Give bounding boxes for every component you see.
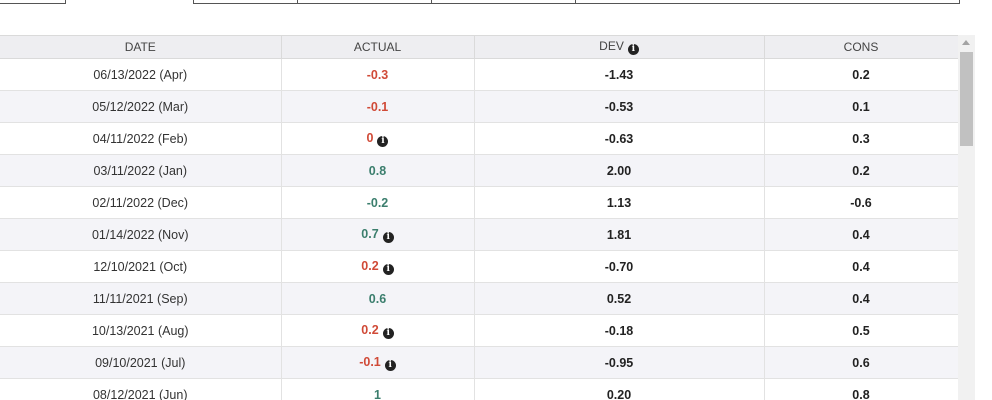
cell-actual: -0.1 i xyxy=(281,346,475,379)
info-icon[interactable]: i xyxy=(382,231,394,243)
table-row[interactable]: 05/12/2022 (Mar) -0.1 -0.53 0.1 xyxy=(0,90,958,123)
cell-date: 06/13/2022 (Apr) xyxy=(0,58,282,91)
cell-dev: 1.81 xyxy=(474,218,765,251)
actual-value: -0.2 xyxy=(366,195,389,210)
cell-cons: 0.2 xyxy=(764,58,958,91)
cell-cons: 0.8 xyxy=(764,378,958,400)
cell-cons: 0.4 xyxy=(764,250,958,283)
table-row[interactable]: 03/11/2022 (Jan) 0.8 2.00 0.2 xyxy=(0,154,958,187)
cell-date: 11/11/2021 (Sep) xyxy=(0,282,282,315)
table-row[interactable]: 01/14/2022 (Nov) 0.7 i 1.81 0.4 xyxy=(0,218,958,251)
cell-cons: 0.2 xyxy=(764,154,958,187)
actual-value: 0.7 xyxy=(361,226,379,241)
top-controls-strip xyxy=(0,0,992,34)
cell-dev: -0.53 xyxy=(474,90,765,123)
cell-actual: 0.2 i xyxy=(281,250,475,283)
column-header-dev[interactable]: DEV i xyxy=(474,35,765,59)
cell-dev: -0.95 xyxy=(474,346,765,379)
cell-cons: 0.3 xyxy=(764,122,958,155)
cell-dev: -0.63 xyxy=(474,122,765,155)
scroll-thumb[interactable] xyxy=(960,52,973,146)
cell-cons: 0.6 xyxy=(764,346,958,379)
top-tab-bar[interactable] xyxy=(193,0,960,4)
cell-actual: 0.7 i xyxy=(281,218,475,251)
actual-value: 0.6 xyxy=(368,291,387,306)
history-table-container: DATE ACTUAL DEV i CONS 06/13/2022 (Apr) -0… xyxy=(0,35,958,400)
info-icon[interactable]: i xyxy=(377,135,389,147)
cell-cons: -0.6 xyxy=(764,186,958,219)
cell-cons: 0.5 xyxy=(764,314,958,347)
actual-value: 1 xyxy=(374,387,381,400)
actual-value: 0.2 xyxy=(361,322,379,337)
cell-cons: 0.1 xyxy=(764,90,958,123)
cell-date: 04/11/2022 (Feb) xyxy=(0,122,282,155)
cell-cons: 0.4 xyxy=(764,282,958,315)
scroll-up-arrow-icon[interactable] xyxy=(962,40,970,45)
cell-cons: 0.4 xyxy=(764,218,958,251)
cell-dev: 2.00 xyxy=(474,154,765,187)
cell-date: 09/10/2021 (Jul) xyxy=(0,346,282,379)
vertical-scrollbar[interactable] xyxy=(958,35,975,400)
cell-date: 03/11/2022 (Jan) xyxy=(0,154,282,187)
table-row[interactable]: 06/13/2022 (Apr) -0.3 -1.43 0.2 xyxy=(0,58,958,91)
cell-date: 02/11/2022 (Dec) xyxy=(0,186,282,219)
table-row[interactable]: 10/13/2021 (Aug) 0.2 i -0.18 0.5 xyxy=(0,314,958,347)
info-icon[interactable]: i xyxy=(382,263,394,275)
cell-date: 12/10/2021 (Oct) xyxy=(0,250,282,283)
table-row[interactable]: 02/11/2022 (Dec) -0.2 1.13 -0.6 xyxy=(0,186,958,219)
top-input-box[interactable] xyxy=(0,0,66,4)
cell-dev: 0.52 xyxy=(474,282,765,315)
table-row[interactable]: 08/12/2021 (Jun) 1 0.20 0.8 xyxy=(0,378,958,400)
history-table: DATE ACTUAL DEV i CONS 06/13/2022 (Apr) -0… xyxy=(0,35,958,400)
cell-date: 05/12/2022 (Mar) xyxy=(0,90,282,123)
table-row[interactable]: 04/11/2022 (Feb) 0 i -0.63 0.3 xyxy=(0,122,958,155)
actual-value: 0 xyxy=(366,130,374,145)
actual-value: 0.8 xyxy=(368,163,387,178)
cell-actual: 0.8 xyxy=(281,154,475,187)
cell-date: 10/13/2021 (Aug) xyxy=(0,314,282,347)
cell-actual: -0.3 xyxy=(281,58,475,91)
cell-dev: -0.18 xyxy=(474,314,765,347)
cell-dev: -1.43 xyxy=(474,58,765,91)
actual-value: 0.2 xyxy=(361,258,379,273)
table-header-row: DATE ACTUAL DEV i CONS xyxy=(0,35,958,59)
cell-actual: 1 xyxy=(281,378,475,400)
table-row[interactable]: 12/10/2021 (Oct) 0.2 i -0.70 0.4 xyxy=(0,250,958,283)
info-icon[interactable]: i xyxy=(382,327,394,339)
cell-actual: -0.1 xyxy=(281,90,475,123)
cell-date: 01/14/2022 (Nov) xyxy=(0,218,282,251)
cell-actual: 0.6 xyxy=(281,282,475,315)
actual-value: -0.1 xyxy=(366,99,389,114)
info-icon[interactable]: i xyxy=(384,359,396,371)
cell-dev: 1.13 xyxy=(474,186,765,219)
column-header-cons[interactable]: CONS xyxy=(764,35,958,59)
cell-dev: -0.70 xyxy=(474,250,765,283)
table-row[interactable]: 09/10/2021 (Jul) -0.1 i -0.95 0.6 xyxy=(0,346,958,379)
table-row[interactable]: 11/11/2021 (Sep) 0.6 0.52 0.4 xyxy=(0,282,958,315)
actual-value: -0.3 xyxy=(366,67,389,82)
cell-actual: 0.2 i xyxy=(281,314,475,347)
info-icon[interactable]: i xyxy=(627,44,639,55)
cell-date: 08/12/2021 (Jun) xyxy=(0,378,282,400)
column-header-date[interactable]: DATE xyxy=(0,35,282,59)
cell-actual: -0.2 xyxy=(281,186,475,219)
column-header-actual[interactable]: ACTUAL xyxy=(281,35,475,59)
actual-value: -0.1 xyxy=(359,354,381,369)
cell-dev: 0.20 xyxy=(474,378,765,400)
